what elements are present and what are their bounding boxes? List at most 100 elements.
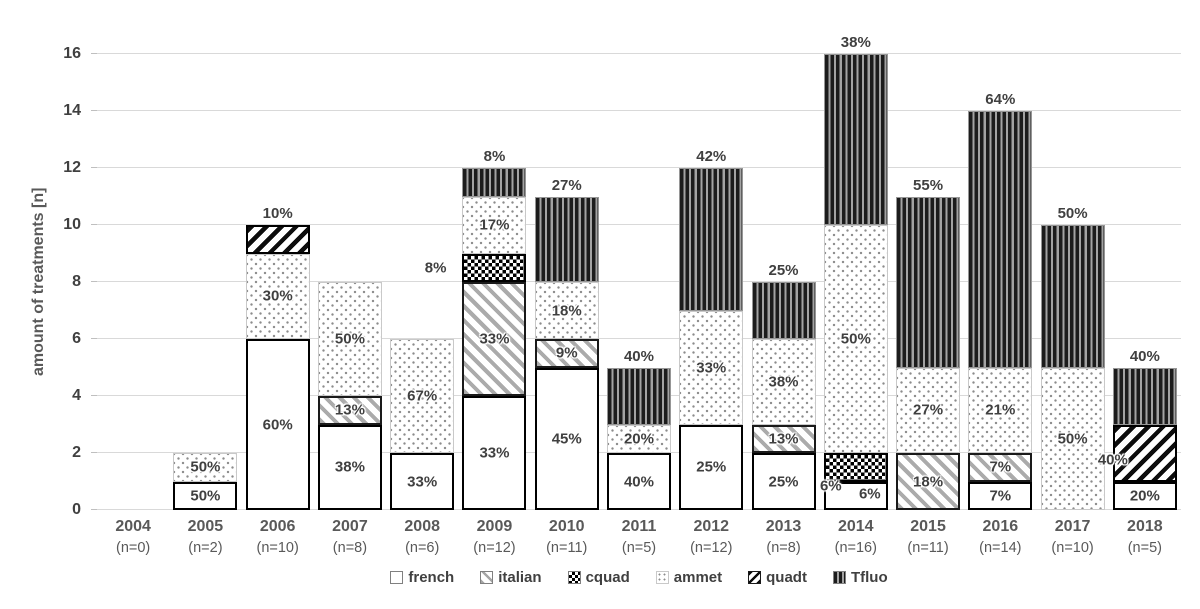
data-label-2018-french: 20% [1129, 487, 1160, 505]
y-tick-label-10: 10 [63, 216, 81, 233]
data-label-2013-french: 25% [768, 473, 799, 490]
bar-segment-2008-ammet [390, 339, 455, 453]
x-label-2013: 2013 (n=8) [747, 517, 819, 557]
bar-segment-2016-ammet [968, 367, 1033, 453]
n-label-2005: (n=2) [188, 540, 223, 556]
y-tick-label-2: 2 [72, 444, 81, 461]
bar-column-2010: 45% 9% 18% 27% [531, 54, 603, 510]
bar-column-2004 [97, 54, 169, 510]
x-label-2017: 2017 (n=10) [1036, 517, 1108, 557]
legend-swatch-ammet-icon [655, 571, 669, 584]
data-label-2016-italian: 7% [989, 458, 1012, 476]
bar-segment-2009-french [462, 396, 527, 510]
legend-item-italian: italian [480, 569, 542, 586]
bar-segment-2009-Tfluo [462, 168, 527, 197]
bar-segment-2012-french [679, 424, 744, 510]
x-label-2014: 2014 (n=16) [820, 517, 892, 557]
year-label-2004: 2004 [115, 518, 151, 535]
bar-column-2009: 33% 33% 8% 17% 8% [425, 54, 530, 510]
bar-column-2017: 50% 50% [1036, 54, 1108, 510]
data-label-2015-ammet: 27% [913, 401, 944, 419]
legend-item-french: french [390, 569, 454, 586]
y-tick-mark-0 [91, 509, 97, 510]
n-label-2016: (n=14) [979, 540, 1022, 556]
bar-segment-2015-italian [896, 453, 961, 510]
data-label-2005-french: 50% [190, 487, 221, 505]
x-label-2016: 2016 (n=14) [964, 517, 1036, 557]
legend-label-ammet: ammet [673, 569, 723, 586]
bar-segment-2010-italian [534, 339, 599, 368]
year-label-2007: 2007 [332, 518, 368, 535]
bar-segment-2007-french [317, 424, 382, 510]
y-tick-label-8: 8 [72, 273, 81, 290]
y-tick-mark-14 [91, 110, 97, 111]
y-tick-label-12: 12 [63, 159, 81, 176]
bar-segment-2009-ammet [462, 196, 527, 254]
data-label-2007-ammet: 50% [334, 330, 365, 348]
n-label-2017: (n=10) [1051, 540, 1094, 556]
x-label-2005: 2005 (n=2) [169, 517, 241, 557]
n-label-2018: (n=5) [1127, 540, 1162, 556]
data-label-2016-ammet: 21% [985, 401, 1016, 419]
x-label-2010: 2010 (n=11) [531, 517, 603, 557]
x-label-2018: 2018 (n=5) [1109, 517, 1181, 557]
bar-segment-2016-Tfluo [968, 111, 1033, 368]
bar-segment-2006-quadt [245, 225, 310, 254]
bar-column-2005: 50% 50% [169, 54, 241, 510]
legend-label-italian: italian [498, 569, 542, 586]
data-label-2015-italian: 18% [913, 473, 944, 490]
bar-column-2015: 18% 27% 55% [892, 54, 964, 510]
bar-segment-2014-ammet [823, 225, 888, 453]
bar-segment-2005-ammet [173, 453, 238, 482]
n-label-2009: (n=12) [473, 540, 516, 556]
data-label-2010-french: 45% [551, 430, 582, 448]
data-label-2014-Tfluo: 38% [840, 34, 871, 51]
bar-segment-2010-french [534, 367, 599, 510]
data-label-2014-french: 6% [858, 485, 881, 503]
legend-label-Tfluo: Tfluo [850, 569, 888, 586]
x-axis: 2004 (n=0) 2005 (n=2) 2006 (n=10) 2007 (n=8) 200… [97, 517, 1181, 557]
data-label-2011-Tfluo: 40% [623, 347, 654, 365]
bar-segment-2014-french [823, 481, 888, 510]
legend-swatch-quadt-icon [748, 571, 762, 584]
bar-segment-2011-french [606, 453, 671, 510]
bar-segment-2018-french [1112, 481, 1177, 510]
bar-segment-2009-cquad [462, 253, 527, 282]
data-label-2005-ammet: 50% [190, 458, 221, 476]
data-label-2014-cquad: 6% [819, 477, 842, 495]
data-label-2017-Tfluo: 50% [1057, 205, 1088, 222]
data-label-2013-ammet: 38% [768, 373, 799, 391]
data-label-2013-Tfluo: 25% [768, 262, 799, 279]
data-label-2015-Tfluo: 55% [913, 176, 944, 194]
bar-segment-2011-Tfluo [606, 367, 671, 425]
legend-swatch-french-icon [390, 571, 404, 584]
legend-item-Tfluo: Tfluo [832, 569, 888, 586]
year-label-2011: 2011 [621, 518, 657, 535]
data-label-2006-ammet: 30% [262, 287, 293, 305]
data-label-2007-italian: 13% [334, 401, 365, 419]
gridline-8 [97, 281, 1181, 282]
bar-segment-2013-italian [751, 424, 816, 453]
bar-segment-2017-Tfluo [1040, 225, 1105, 368]
y-tick-mark-4 [91, 395, 97, 396]
x-label-2007: 2007 (n=8) [314, 517, 386, 557]
legend: french italian cquad ammet quadt Tfluo [97, 569, 1181, 586]
bar-column-2011: 40% 20% 40% [603, 54, 675, 510]
bar-segment-2016-french [968, 481, 1033, 510]
bar-segment-2014-cquad [823, 453, 888, 482]
data-label-2018-Tfluo: 40% [1129, 347, 1160, 365]
x-label-2012: 2012 (n=12) [675, 517, 747, 557]
gridline-10 [97, 224, 1181, 225]
bar-segment-2012-ammet [679, 310, 744, 425]
bar-segment-2006-french [245, 339, 310, 510]
legend-label-cquad: cquad [585, 569, 630, 586]
bar-column-2006: 60% 30% 10% [242, 54, 314, 510]
legend-item-quadt: quadt [748, 569, 807, 586]
year-label-2008: 2008 [404, 518, 440, 535]
gridline-12 [97, 167, 1181, 168]
x-label-2008: 2008 (n=6) [386, 517, 458, 557]
year-label-2017: 2017 [1054, 518, 1091, 535]
year-label-2005: 2005 [187, 518, 224, 535]
data-label-2010-italian: 9% [555, 344, 578, 362]
